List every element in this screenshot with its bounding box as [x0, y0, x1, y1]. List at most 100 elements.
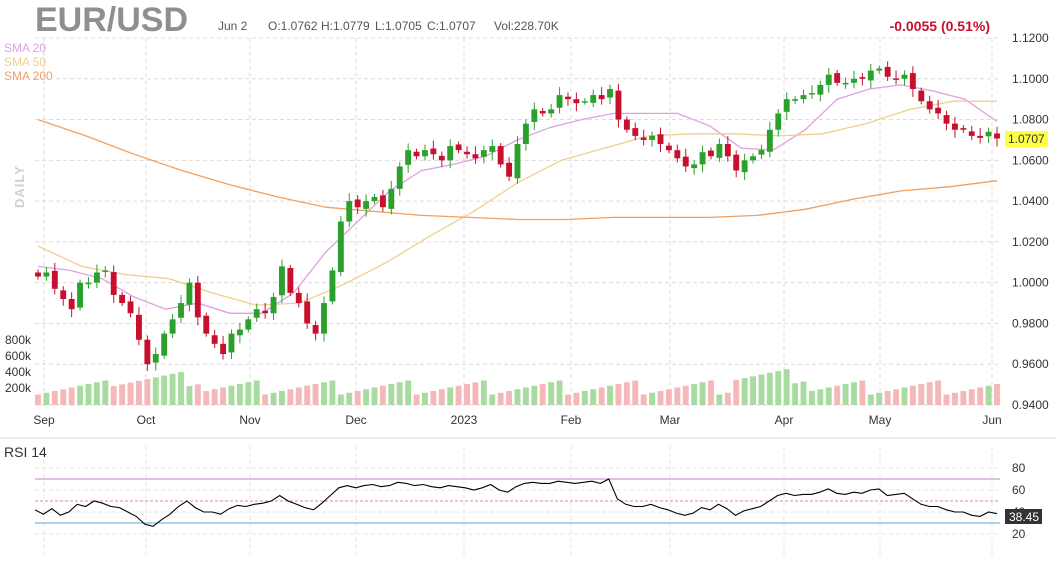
volume-bar	[775, 371, 782, 405]
candlesticks	[35, 61, 1000, 371]
price-tick-label: 1.0200	[1012, 235, 1049, 249]
candle-body	[203, 315, 210, 334]
volume-bar	[539, 384, 546, 405]
candle-body	[321, 303, 327, 334]
rsi-tick-label: 60	[1012, 483, 1026, 497]
volume-bar	[909, 385, 916, 405]
candle-body	[522, 123, 529, 145]
volume-bar	[548, 382, 555, 405]
header-low: L:1.0705	[375, 19, 422, 33]
volume-bar	[430, 391, 437, 405]
candle-body	[169, 319, 176, 334]
timeframe-watermark: DAILY	[12, 165, 27, 208]
volume-bar	[203, 391, 210, 405]
candle-body	[262, 310, 269, 314]
volume-bar	[977, 387, 984, 405]
candle-body	[994, 133, 1000, 139]
volume-bar	[329, 380, 336, 405]
last-price-label: 1.0707	[1008, 132, 1045, 146]
candle-body	[640, 137, 647, 140]
date-tick-label: May	[869, 413, 892, 427]
candle-body	[716, 144, 723, 158]
volume-bar	[60, 389, 67, 405]
candle-body	[699, 152, 706, 165]
volume-bar	[422, 392, 428, 405]
price-tick-label: 0.9600	[1012, 357, 1049, 371]
candle-body	[556, 95, 563, 108]
candle-body	[430, 148, 437, 155]
volume-bar	[464, 384, 470, 405]
price-axis: 1.1200 1.1000 1.0800 1.0600 1.0400 1.0200 1.00…	[1012, 31, 1049, 412]
rsi-value-marker	[1005, 509, 1042, 524]
volume-bar	[93, 382, 100, 405]
volume-bar	[489, 394, 496, 405]
header-volume: Vol:228.70K	[494, 19, 559, 33]
candle-body	[77, 282, 84, 308]
volume-tick-label: 800k	[5, 333, 32, 347]
candle-body	[867, 70, 874, 81]
candle-body	[236, 329, 243, 336]
volume-bar	[556, 380, 563, 405]
volume-bar	[136, 380, 142, 405]
sma-line-sma200	[37, 118, 998, 221]
candle-body	[220, 343, 227, 355]
volume-bar	[321, 382, 327, 405]
candle-body	[968, 131, 975, 136]
volume-bar	[531, 385, 538, 405]
candle-body	[472, 154, 479, 159]
candle-body	[194, 282, 201, 318]
candle-body	[371, 197, 378, 202]
candle-body	[211, 335, 218, 344]
rsi-indicator	[34, 478, 998, 527]
candle-body	[514, 144, 521, 179]
volume-bar	[102, 380, 109, 405]
candle-body	[186, 282, 193, 305]
candle-body	[253, 309, 260, 318]
date-tick-label: Mar	[660, 413, 681, 427]
volume-bar	[640, 394, 647, 405]
volume-bar	[236, 384, 243, 405]
candle-body	[901, 74, 908, 79]
date-tick-label: Apr	[775, 413, 794, 427]
candle-body	[127, 301, 134, 314]
volume-bar	[220, 387, 227, 405]
volume-bar	[750, 376, 756, 405]
candle-body	[935, 107, 942, 114]
candle-body	[119, 294, 126, 304]
volume-bar	[876, 392, 883, 405]
candle-body	[977, 135, 984, 138]
candle-body	[379, 195, 386, 208]
volume-bar	[161, 375, 168, 405]
candle-body	[842, 82, 849, 85]
volume-bar	[859, 380, 866, 405]
candle-body	[615, 90, 622, 120]
candle-body	[708, 150, 714, 157]
candle-body	[951, 123, 958, 130]
date-tick-label: Jun	[982, 413, 1001, 427]
volume-bar	[363, 389, 370, 405]
candle-body	[960, 128, 967, 130]
date-tick-label: Oct	[137, 413, 156, 427]
candle-body	[413, 151, 420, 157]
candle-body	[674, 150, 681, 159]
rsi-grid: 80604020	[35, 461, 1026, 541]
candle-body	[531, 109, 538, 123]
price-grid	[35, 37, 1000, 556]
date-axis: Sep Oct Nov Dec 2023 Feb Mar Apr May Jun	[33, 413, 1001, 427]
volume-bar	[901, 387, 908, 405]
price-tick-label: 1.1000	[1012, 72, 1049, 86]
candle-body	[497, 146, 504, 165]
volume-bar	[346, 392, 353, 405]
volume-bar	[295, 387, 302, 405]
candle-body	[548, 109, 555, 114]
volume-tick-label: 600k	[5, 349, 32, 363]
candle-body	[539, 110, 546, 114]
volume-bar	[893, 389, 899, 405]
candle-body	[506, 162, 513, 177]
volume-bar	[716, 394, 723, 405]
volume-bar	[253, 380, 260, 405]
candle-body	[665, 145, 672, 151]
moving-averages	[37, 84, 998, 314]
candle-body	[581, 101, 588, 103]
